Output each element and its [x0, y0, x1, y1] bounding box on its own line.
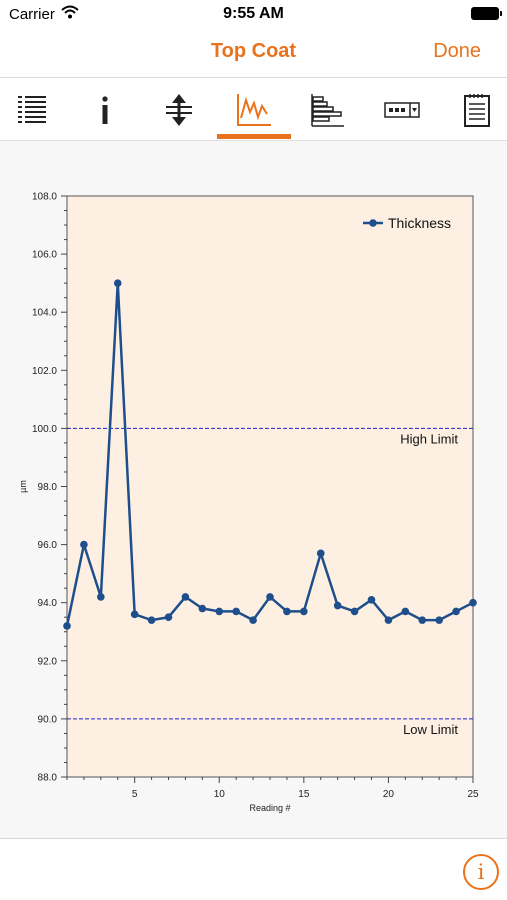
done-button[interactable]: Done — [433, 40, 481, 62]
limit-label: High Limit — [400, 431, 458, 446]
tool-histogram[interactable] — [298, 79, 358, 141]
data-point — [452, 607, 460, 616]
data-point — [97, 593, 105, 601]
selected-tab-indicator — [217, 134, 291, 139]
data-point — [198, 604, 207, 613]
data-point — [401, 607, 410, 616]
chart-icon — [237, 94, 271, 126]
data-point — [181, 593, 190, 601]
data-point — [418, 616, 427, 624]
x-tick-label: 20 — [383, 789, 395, 800]
data-point — [469, 598, 477, 607]
footer-bar: i — [0, 838, 507, 900]
y-tick-label: 96.0 — [38, 540, 58, 551]
limit-label: Low Limit — [403, 722, 458, 737]
y-tick-label: 106.0 — [32, 250, 57, 261]
data-point — [333, 601, 342, 610]
info-button[interactable]: i — [463, 854, 499, 890]
y-axis-label: µm — [18, 480, 28, 493]
tool-notes[interactable] — [447, 79, 507, 141]
list-icon — [18, 96, 46, 123]
x-tick-label: 15 — [298, 789, 310, 800]
status-bar: Carrier 9:55 AM — [0, 0, 507, 30]
data-point — [215, 607, 224, 616]
data-point — [63, 622, 71, 630]
plot-background — [66, 195, 474, 778]
data-point — [300, 607, 308, 616]
legend-label: Thickness — [388, 215, 451, 231]
tool-readings-list[interactable] — [2, 79, 62, 141]
navigation-bar: Top Coat Done — [0, 30, 507, 78]
page-title: Top Coat — [210, 40, 297, 62]
data-point — [266, 593, 274, 601]
label-field-icon — [384, 102, 420, 118]
data-point — [130, 610, 139, 619]
battery-icon — [471, 7, 502, 20]
data-point — [232, 607, 240, 616]
data-point — [164, 613, 173, 622]
x-axis-label: Reading # — [249, 803, 290, 813]
y-tick-label: 100.0 — [32, 424, 57, 435]
y-tick-label: 108.0 — [32, 192, 57, 203]
tool-limits[interactable] — [149, 79, 209, 141]
data-point — [113, 279, 122, 287]
carrier-label: Carrier — [9, 6, 55, 23]
wifi-icon — [61, 5, 79, 24]
y-tick-label: 94.0 — [38, 598, 58, 609]
y-tick-label: 98.0 — [38, 482, 58, 493]
data-point — [249, 616, 257, 624]
tool-info[interactable] — [75, 79, 135, 141]
y-tick-label: 102.0 — [32, 366, 57, 377]
info-icon — [102, 96, 108, 124]
x-tick-label: 5 — [132, 789, 138, 800]
tool-label-field[interactable] — [372, 79, 432, 141]
chart-area: 88.0 90.0 92.0 94.0 96.0 98.0 100.0 102.0 104.0 1… — [0, 141, 507, 838]
data-point — [367, 595, 376, 604]
tool-chart[interactable] — [224, 79, 284, 141]
y-tick-label: 92.0 — [38, 656, 58, 667]
histogram-icon — [311, 94, 344, 127]
data-point — [147, 616, 156, 624]
y-tick-label: 90.0 — [38, 714, 58, 725]
legend-marker — [369, 219, 377, 227]
limits-icon — [166, 94, 192, 126]
y-tick-label: 104.0 — [32, 308, 57, 319]
data-point — [80, 540, 88, 549]
data-point — [350, 607, 359, 616]
thickness-chart: 88.0 90.0 92.0 94.0 96.0 98.0 100.0 102.0 104.0 1… — [18, 192, 479, 814]
x-tick-label: 25 — [467, 789, 479, 800]
x-tick-label: 10 — [214, 789, 226, 800]
y-tick-label: 88.0 — [38, 773, 58, 784]
toolbar — [0, 79, 507, 141]
clock: 9:55 AM — [223, 5, 284, 22]
data-point — [384, 616, 393, 624]
data-point — [316, 549, 325, 558]
data-point — [435, 616, 443, 624]
notes-icon — [464, 94, 490, 127]
data-point — [283, 607, 291, 616]
